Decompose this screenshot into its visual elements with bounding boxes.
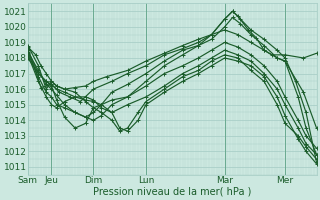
X-axis label: Pression niveau de la mer( hPa ): Pression niveau de la mer( hPa ) bbox=[93, 187, 252, 197]
